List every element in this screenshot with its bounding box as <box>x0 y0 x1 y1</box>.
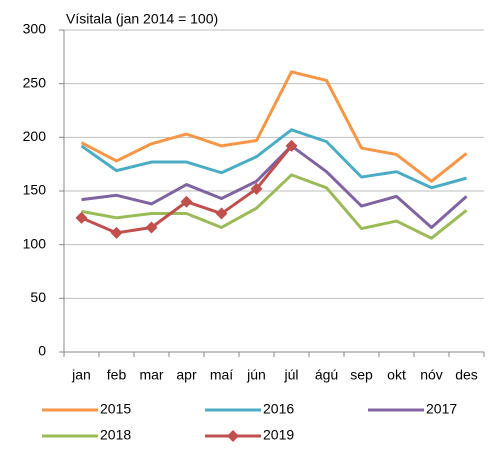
legend-label: 2016 <box>263 401 294 417</box>
x-tick-label: sep <box>350 367 373 383</box>
y-tick-label: 100 <box>23 235 47 251</box>
series-line <box>81 144 468 229</box>
x-tick-label: okt <box>387 367 406 383</box>
legend-marker <box>227 430 239 442</box>
point-marker <box>285 139 298 152</box>
y-tick-label: 200 <box>23 128 47 144</box>
series-line <box>80 128 467 190</box>
legend-label: 2015 <box>100 401 131 417</box>
y-tick-label: 150 <box>23 182 47 198</box>
x-tick-label: apr <box>176 367 197 383</box>
point-marker <box>75 211 88 224</box>
x-tick-label: júl <box>283 367 298 383</box>
y-tick-label: 0 <box>38 343 46 359</box>
y-tick-label: 300 <box>23 21 47 37</box>
series-line <box>80 70 468 183</box>
legend-label: 2018 <box>100 427 131 443</box>
x-tick-label: mar <box>139 367 163 383</box>
legend-label: 2019 <box>263 427 294 443</box>
point-marker <box>180 195 193 208</box>
legend-label: 2017 <box>426 401 457 417</box>
x-tick-label: des <box>455 367 478 383</box>
x-tick-label: maí <box>210 367 233 383</box>
x-tick-label: jún <box>246 367 266 383</box>
y-tick-label: 250 <box>23 74 47 90</box>
chart-title: Vísitala (jan 2014 = 100) <box>66 11 218 27</box>
x-tick-label: feb <box>107 367 127 383</box>
point-marker <box>110 226 123 239</box>
point-marker <box>215 207 228 220</box>
x-tick-label: jan <box>71 367 91 383</box>
x-tick-label: nóv <box>420 367 443 383</box>
y-tick-label: 50 <box>30 289 46 305</box>
x-tick-label: ágú <box>315 367 338 383</box>
point-marker <box>250 182 263 195</box>
series-line <box>81 173 468 240</box>
point-marker <box>145 221 158 234</box>
